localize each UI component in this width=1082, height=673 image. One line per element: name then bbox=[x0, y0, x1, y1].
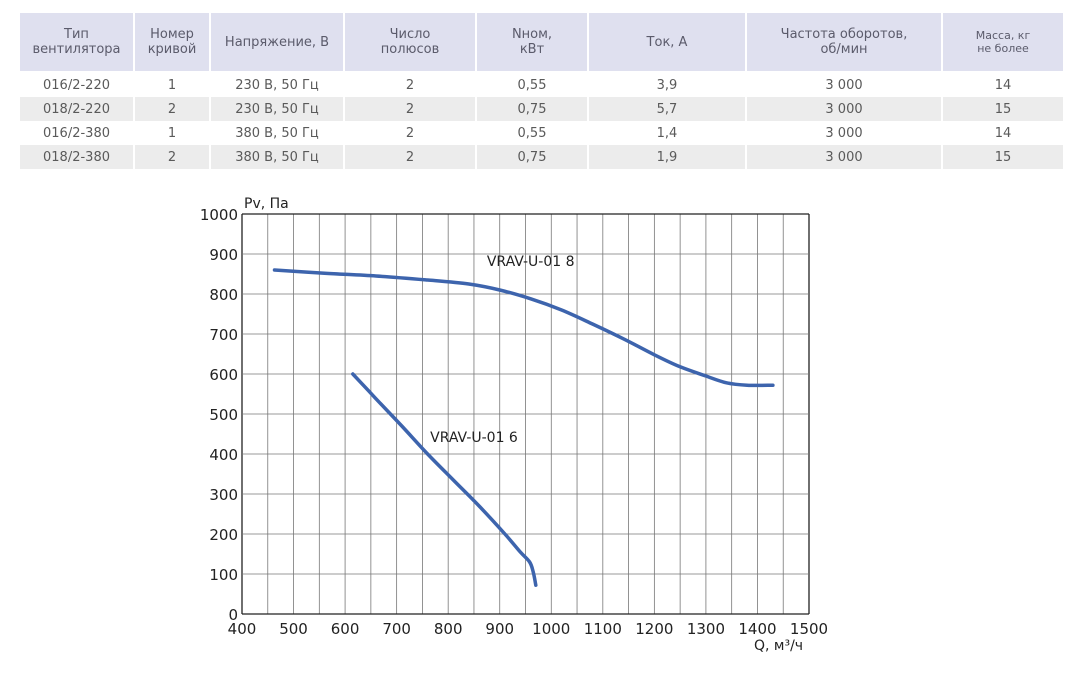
header-rpm: Частота оборотов, об/мин bbox=[745, 13, 941, 71]
x-tick-label: 1000 bbox=[532, 620, 570, 638]
header-voltage: Напряжение, В bbox=[209, 13, 343, 71]
cell-curve-number: 1 bbox=[133, 71, 209, 97]
y-tick-label: 800 bbox=[209, 286, 238, 304]
cell-current: 1,4 bbox=[587, 121, 745, 145]
x-tick-label: 600 bbox=[331, 620, 360, 638]
cell-fan-type: 016/2-220 bbox=[20, 71, 133, 97]
cell-voltage: 380 В, 50 Гц bbox=[209, 145, 343, 169]
cell-rpm: 3 000 bbox=[745, 97, 941, 121]
cell-curve-number: 2 bbox=[133, 145, 209, 169]
x-tick-label: 1500 bbox=[790, 620, 828, 638]
x-axis-label: Q, м³/ч bbox=[754, 638, 803, 654]
cell-current: 3,9 bbox=[587, 71, 745, 97]
cell-mass: 14 bbox=[941, 71, 1063, 97]
table-header-row: Тип вентилятора Номер кривой Напряжение,… bbox=[20, 13, 1063, 71]
y-tick-label: 1000 bbox=[200, 206, 238, 224]
cell-rpm: 3 000 bbox=[745, 121, 941, 145]
y-tick-label: 500 bbox=[209, 406, 238, 424]
x-tick-label: 400 bbox=[228, 620, 257, 638]
cell-voltage: 230 В, 50 Гц bbox=[209, 97, 343, 121]
cell-poles: 2 bbox=[343, 97, 475, 121]
chart-curves bbox=[272, 268, 775, 587]
cell-voltage: 380 В, 50 Гц bbox=[209, 121, 343, 145]
cell-mass: 15 bbox=[941, 145, 1063, 169]
y-tick-label: 900 bbox=[209, 246, 238, 264]
cell-power: 0,55 bbox=[475, 71, 587, 97]
header-curve-number: Номер кривой bbox=[133, 13, 209, 71]
y-tick-label: 400 bbox=[209, 446, 238, 464]
y-tick-label: 100 bbox=[209, 566, 238, 584]
curve-vrav-u-016 bbox=[351, 372, 538, 587]
cell-fan-type: 016/2-380 bbox=[20, 121, 133, 145]
cell-current: 1,9 bbox=[587, 145, 745, 169]
cell-power: 0,55 bbox=[475, 121, 587, 145]
header-current: Ток, А bbox=[587, 13, 745, 71]
y-tick-label: 700 bbox=[209, 326, 238, 344]
x-tick-label: 1300 bbox=[687, 620, 725, 638]
cell-poles: 2 bbox=[343, 145, 475, 169]
curve-vrav-u-018 bbox=[272, 268, 775, 388]
cell-rpm: 3 000 bbox=[745, 71, 941, 97]
cell-mass: 15 bbox=[941, 97, 1063, 121]
y-tick-label: 300 bbox=[209, 486, 238, 504]
curve-label-vrav-u-016: VRAV-U-01 6 bbox=[430, 430, 518, 446]
x-tick-label: 1100 bbox=[584, 620, 622, 638]
header-fan-type: Тип вентилятора bbox=[20, 13, 133, 71]
header-mass: Масса, кг не более bbox=[941, 13, 1063, 71]
cell-fan-type: 018/2-220 bbox=[20, 97, 133, 121]
table-row: 018/2-380 2 380 В, 50 Гц 2 0,75 1,9 3 00… bbox=[20, 145, 1063, 169]
table-row: 016/2-380 1 380 В, 50 Гц 2 0,55 1,4 3 00… bbox=[20, 121, 1063, 145]
cell-curve-number: 2 bbox=[133, 97, 209, 121]
x-tick-label: 500 bbox=[279, 620, 308, 638]
cell-fan-type: 018/2-380 bbox=[20, 145, 133, 169]
cell-voltage: 230 В, 50 Гц bbox=[209, 71, 343, 97]
table-row: 016/2-220 1 230 В, 50 Гц 2 0,55 3,9 3 00… bbox=[20, 71, 1063, 97]
cell-power: 0,75 bbox=[475, 97, 587, 121]
y-tick-label: 600 bbox=[209, 366, 238, 384]
cell-poles: 2 bbox=[343, 121, 475, 145]
cell-rpm: 3 000 bbox=[745, 145, 941, 169]
header-poles: Число полюсов bbox=[343, 13, 475, 71]
curve-label-vrav-u-018: VRAV-U-01 8 bbox=[487, 254, 575, 270]
cell-current: 5,7 bbox=[587, 97, 745, 121]
y-tick-label: 200 bbox=[209, 526, 238, 544]
chart-tick-labels: 0 100 200 300 400 500 600 700 800 900 1000 400 500 60… bbox=[200, 206, 828, 638]
cell-poles: 2 bbox=[343, 71, 475, 97]
x-tick-label: 1200 bbox=[635, 620, 673, 638]
spec-table: Тип вентилятора Номер кривой Напряжение,… bbox=[20, 13, 1063, 169]
cell-power: 0,75 bbox=[475, 145, 587, 169]
x-tick-label: 800 bbox=[434, 620, 463, 638]
y-tick-label: 0 bbox=[228, 606, 238, 624]
cell-curve-number: 1 bbox=[133, 121, 209, 145]
x-tick-label: 700 bbox=[382, 620, 411, 638]
table-row: 018/2-220 2 230 В, 50 Гц 2 0,75 5,7 3 00… bbox=[20, 97, 1063, 121]
header-power: Nном, кВт bbox=[475, 13, 587, 71]
y-axis-label: Pv, Па bbox=[244, 196, 289, 212]
cell-mass: 14 bbox=[941, 121, 1063, 145]
x-tick-label: 900 bbox=[485, 620, 514, 638]
x-tick-label: 1400 bbox=[738, 620, 776, 638]
